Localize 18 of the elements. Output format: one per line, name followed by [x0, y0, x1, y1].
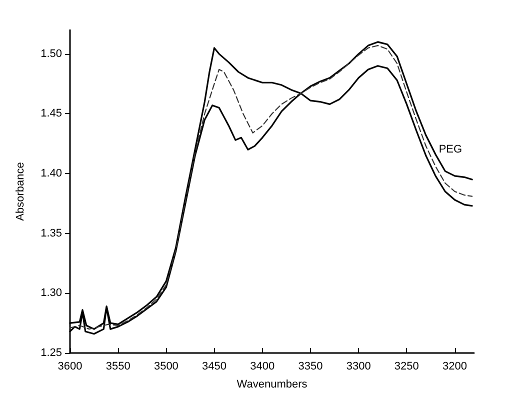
x-tick-label: 3500	[154, 360, 178, 372]
x-tick-label: 3300	[346, 360, 371, 372]
y-tick-label: 1.40	[40, 168, 62, 180]
x-tick-label: 3400	[250, 360, 275, 372]
x-tick-label: 3350	[298, 360, 323, 372]
y-tick-label: 1.35	[40, 227, 62, 240]
y-tick-label: 1.25	[40, 347, 62, 359]
y-tick-label: 1.30	[40, 287, 62, 300]
x-tick-label: 3250	[394, 360, 419, 372]
x-tick-label: 3600	[58, 360, 82, 372]
series-label: PEG	[438, 144, 462, 156]
y-tick-label: 1.50	[40, 48, 62, 60]
x-tick-label: 3450	[202, 360, 227, 372]
x-tick-label: 3200	[442, 360, 468, 372]
y-tick-label: 1.45	[40, 108, 62, 120]
y-axis-title: Absorbance	[14, 162, 26, 221]
x-axis-title: Wavenumbers	[236, 378, 308, 390]
x-tick-label: 3550	[106, 360, 130, 372]
